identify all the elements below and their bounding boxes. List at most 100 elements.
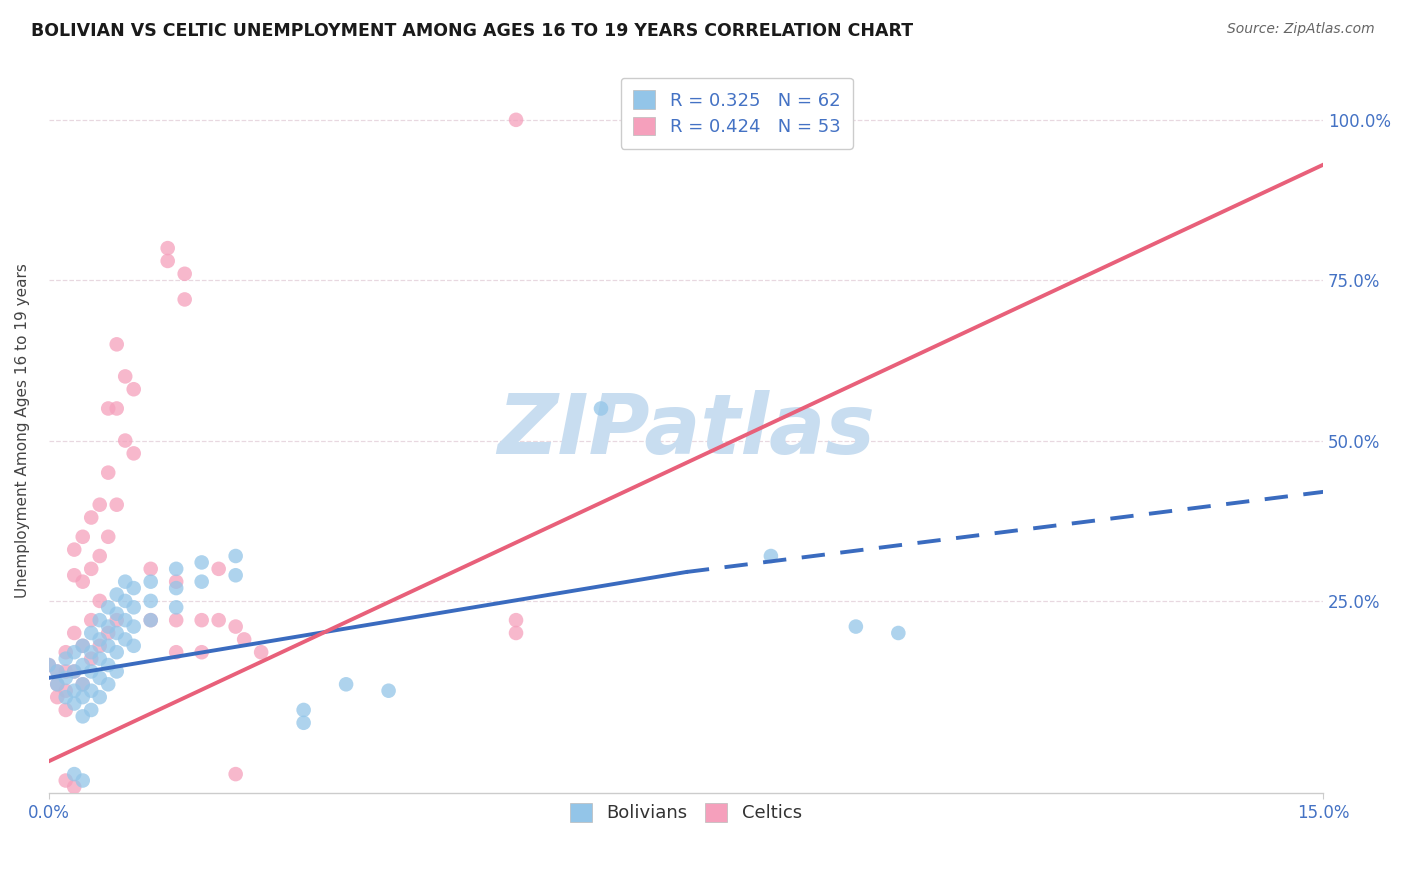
- Point: [46, 677, 69, 691]
- Point: [105, 613, 128, 627]
- Point: [139, 613, 162, 627]
- Point: [589, 401, 612, 416]
- Point: [105, 587, 128, 601]
- Point: [233, 632, 256, 647]
- Point: [80, 613, 103, 627]
- Point: [122, 382, 145, 396]
- Point: [190, 613, 212, 627]
- Point: [505, 626, 527, 640]
- Point: [63, 683, 86, 698]
- Point: [46, 665, 69, 679]
- Point: [114, 574, 136, 589]
- Point: [89, 613, 111, 627]
- Point: [156, 254, 179, 268]
- Point: [63, 665, 86, 679]
- Point: [80, 665, 103, 679]
- Point: [89, 549, 111, 563]
- Point: [190, 645, 212, 659]
- Point: [105, 607, 128, 621]
- Point: [89, 671, 111, 685]
- Point: [46, 677, 69, 691]
- Point: [114, 632, 136, 647]
- Point: [208, 562, 231, 576]
- Text: Source: ZipAtlas.com: Source: ZipAtlas.com: [1227, 22, 1375, 37]
- Point: [505, 613, 527, 627]
- Point: [55, 703, 77, 717]
- Point: [335, 677, 357, 691]
- Point: [225, 549, 247, 563]
- Point: [97, 401, 120, 416]
- Point: [139, 613, 162, 627]
- Point: [63, 665, 86, 679]
- Point: [208, 613, 231, 627]
- Point: [38, 658, 60, 673]
- Point: [72, 690, 94, 705]
- Point: [97, 677, 120, 691]
- Point: [156, 241, 179, 255]
- Point: [377, 683, 399, 698]
- Point: [845, 619, 868, 633]
- Point: [105, 626, 128, 640]
- Point: [165, 574, 187, 589]
- Point: [173, 293, 195, 307]
- Point: [89, 651, 111, 665]
- Point: [63, 626, 86, 640]
- Point: [122, 581, 145, 595]
- Point: [55, 773, 77, 788]
- Point: [190, 574, 212, 589]
- Point: [165, 613, 187, 627]
- Point: [292, 715, 315, 730]
- Point: [105, 498, 128, 512]
- Point: [80, 645, 103, 659]
- Point: [72, 639, 94, 653]
- Point: [292, 703, 315, 717]
- Point: [89, 498, 111, 512]
- Point: [105, 401, 128, 416]
- Point: [165, 645, 187, 659]
- Point: [55, 645, 77, 659]
- Point: [122, 600, 145, 615]
- Point: [55, 690, 77, 705]
- Point: [72, 639, 94, 653]
- Point: [72, 773, 94, 788]
- Point: [80, 651, 103, 665]
- Point: [55, 651, 77, 665]
- Point: [97, 619, 120, 633]
- Point: [97, 626, 120, 640]
- Point: [80, 626, 103, 640]
- Point: [80, 703, 103, 717]
- Point: [250, 645, 273, 659]
- Point: [80, 683, 103, 698]
- Point: [89, 594, 111, 608]
- Point: [63, 568, 86, 582]
- Point: [759, 549, 782, 563]
- Point: [114, 369, 136, 384]
- Point: [105, 337, 128, 351]
- Point: [63, 645, 86, 659]
- Point: [72, 677, 94, 691]
- Point: [225, 568, 247, 582]
- Y-axis label: Unemployment Among Ages 16 to 19 years: Unemployment Among Ages 16 to 19 years: [15, 263, 30, 599]
- Legend: Bolivians, Celtics: Bolivians, Celtics: [558, 790, 814, 835]
- Point: [89, 690, 111, 705]
- Point: [72, 658, 94, 673]
- Point: [114, 434, 136, 448]
- Point: [63, 780, 86, 794]
- Point: [225, 767, 247, 781]
- Point: [55, 683, 77, 698]
- Point: [63, 542, 86, 557]
- Point: [72, 530, 94, 544]
- Text: ZIPatlas: ZIPatlas: [496, 391, 875, 472]
- Point: [225, 619, 247, 633]
- Point: [114, 594, 136, 608]
- Point: [97, 600, 120, 615]
- Point: [165, 581, 187, 595]
- Point: [63, 697, 86, 711]
- Point: [63, 767, 86, 781]
- Point: [97, 466, 120, 480]
- Point: [89, 632, 111, 647]
- Point: [105, 665, 128, 679]
- Point: [122, 619, 145, 633]
- Point: [122, 639, 145, 653]
- Point: [165, 600, 187, 615]
